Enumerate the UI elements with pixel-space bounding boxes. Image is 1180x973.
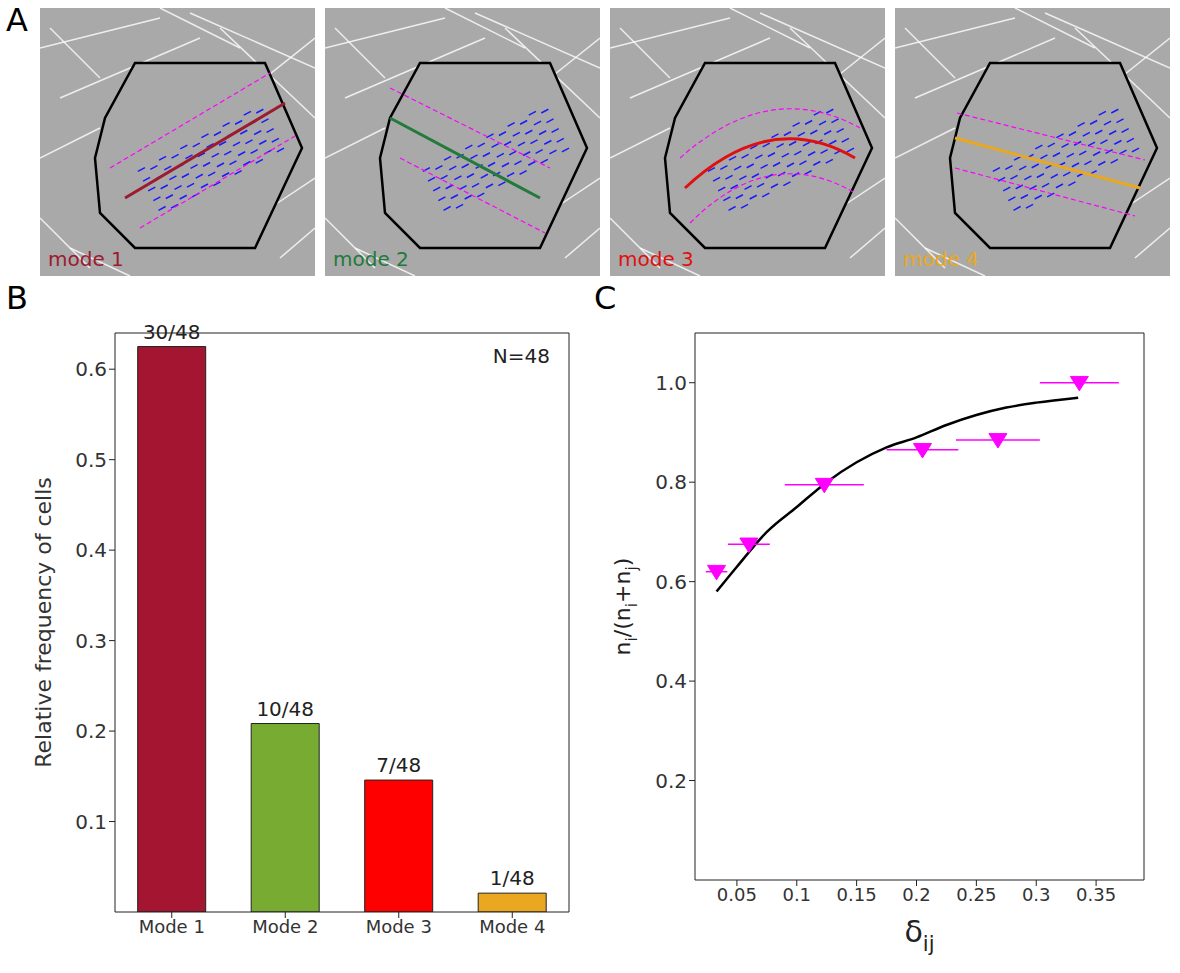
svg-text:0.4: 0.4 bbox=[655, 669, 687, 693]
svg-text:0.3: 0.3 bbox=[1022, 884, 1051, 905]
svg-text:1.0: 1.0 bbox=[655, 371, 687, 395]
svg-text:0.25: 0.25 bbox=[956, 884, 996, 905]
svg-text:mode 4: mode 4 bbox=[903, 247, 979, 271]
svg-text:ni/(ni+nj): ni/(ni+nj) bbox=[610, 558, 641, 656]
svg-text:0.8: 0.8 bbox=[655, 470, 687, 494]
html-text:A: A bbox=[6, 1, 28, 39]
svg-text:0.2: 0.2 bbox=[902, 884, 931, 905]
svg-text:0.2: 0.2 bbox=[655, 769, 687, 793]
svg-text:7/48: 7/48 bbox=[376, 753, 421, 777]
html-text:C: C bbox=[594, 279, 617, 317]
svg-text:mode 1: mode 1 bbox=[48, 247, 124, 271]
svg-text:30/48: 30/48 bbox=[143, 320, 201, 344]
svg-text:Relative frequency of cells: Relative frequency of cells bbox=[31, 477, 56, 768]
svg-text:0.6: 0.6 bbox=[655, 570, 687, 594]
svg-text:0.35: 0.35 bbox=[1076, 884, 1116, 905]
svg-text:0.5: 0.5 bbox=[75, 448, 107, 472]
svg-text:0.1: 0.1 bbox=[782, 884, 811, 905]
svg-text:0.15: 0.15 bbox=[837, 884, 877, 905]
svg-text:0.2: 0.2 bbox=[75, 719, 107, 743]
svg-text:Mode 1: Mode 1 bbox=[139, 916, 205, 937]
svg-text:0.3: 0.3 bbox=[75, 629, 107, 653]
svg-text:0.4: 0.4 bbox=[75, 538, 107, 562]
svg-text:10/48: 10/48 bbox=[256, 697, 314, 721]
svg-text:δij: δij bbox=[904, 914, 934, 956]
svg-text:Mode 2: Mode 2 bbox=[252, 916, 318, 937]
html-text:B: B bbox=[6, 279, 28, 317]
html-text:N=48: N=48 bbox=[492, 344, 550, 368]
svg-text:1/48: 1/48 bbox=[490, 866, 535, 890]
svg-text:0.6: 0.6 bbox=[75, 357, 107, 381]
svg-text:mode 2: mode 2 bbox=[333, 247, 409, 271]
svg-text:0.1: 0.1 bbox=[75, 810, 107, 834]
svg-text:Mode 4: Mode 4 bbox=[479, 916, 545, 937]
svg-text:Mode 3: Mode 3 bbox=[366, 916, 432, 937]
svg-text:mode 3: mode 3 bbox=[618, 247, 694, 271]
svg-text:0.05: 0.05 bbox=[717, 884, 757, 905]
